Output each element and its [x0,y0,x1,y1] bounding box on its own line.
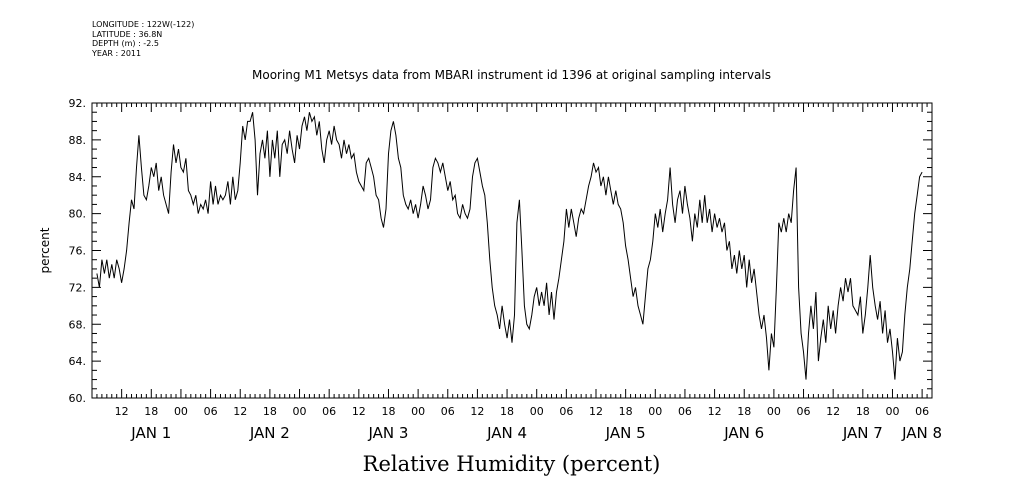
x-date-label: JAN 2 [249,424,290,442]
y-tick-label: 68. [69,318,87,331]
meta-longitude: LONGITUDE : 122W(-122) [92,20,195,29]
x-hour-label: 18 [381,405,395,418]
x-hour-label: 18 [856,405,870,418]
x-hour-label: 18 [263,405,277,418]
y-axis-label: percent [38,227,52,273]
x-hour-label: 18 [144,405,158,418]
x-hour-label: 12 [589,405,603,418]
x-date-label: JAN 5 [605,424,646,442]
x-hour-label: 12 [115,405,129,418]
x-hour-label: 12 [708,405,722,418]
x-axis-title: Relative Humidity (percent) [362,452,661,476]
x-hour-label: 00 [530,405,544,418]
meta-depth: DEPTH (m) : -2.5 [92,39,159,48]
x-hour-label: 06 [559,405,573,418]
x-hour-label: 18 [737,405,751,418]
y-tick-label: 60. [69,392,87,405]
y-tick-label: 88. [69,134,87,147]
x-hour-label: 06 [204,405,218,418]
x-hour-label: 12 [826,405,840,418]
x-hour-label: 00 [411,405,425,418]
x-date-label: JAN 3 [367,424,408,442]
x-hour-label: 06 [915,405,929,418]
x-hour-label: 06 [441,405,455,418]
x-date-label: JAN 1 [130,424,171,442]
x-hour-label: 12 [233,405,247,418]
plot-frame [91,102,933,399]
x-date-label: JAN 7 [842,424,883,442]
x-hour-label: 06 [797,405,811,418]
x-hour-label: 18 [619,405,633,418]
y-tick-label: 92. [69,97,87,110]
chart-title: Mooring M1 Metsys data from MBARI instru… [252,68,771,82]
x-hour-label: 06 [322,405,336,418]
x-date-label: JAN 6 [723,424,764,442]
x-date-label: JAN 8 [901,424,942,442]
y-tick-label: 72. [69,281,87,294]
x-hour-label: 12 [470,405,484,418]
y-tick-label: 80. [69,208,87,221]
x-hour-label: 00 [174,405,188,418]
metadata-block: LONGITUDE : 122W(-122) LATITUDE : 36.8N … [92,20,194,58]
x-hour-label: 00 [293,405,307,418]
x-hour-label: 00 [885,405,899,418]
humidity-series-line [96,112,923,380]
x-date-label: JAN 4 [486,424,527,442]
y-tick-label: 84. [69,171,87,184]
x-hour-label: 12 [352,405,366,418]
meta-year: YEAR : 2011 [92,48,142,58]
y-tick-label: 76. [69,245,87,258]
y-tick-label: 64. [69,355,87,368]
x-hour-label: 00 [648,405,662,418]
x-hour-label: 00 [767,405,781,418]
x-hour-label: 06 [678,405,692,418]
meta-latitude: LATITUDE : 36.8N [92,29,163,39]
x-hour-label: 18 [500,405,514,418]
